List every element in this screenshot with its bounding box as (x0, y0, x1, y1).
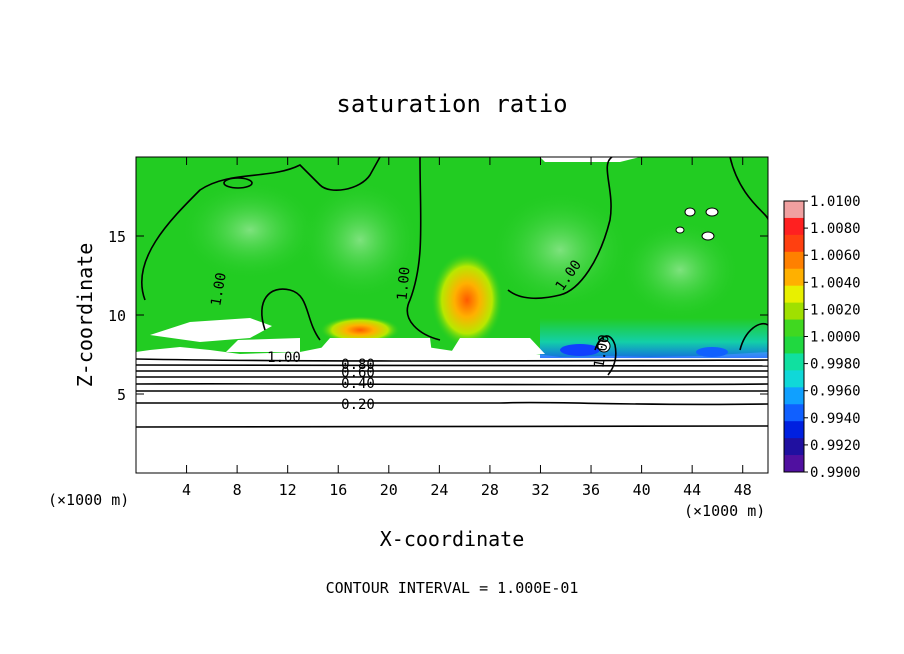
y-tick-label: 5 (117, 386, 126, 404)
colorbar-tick-label: 1.0020 (810, 302, 861, 318)
chart-title: saturation ratio (336, 90, 567, 118)
colorbar-swatch (784, 319, 804, 337)
x-tick-label: 12 (279, 481, 297, 499)
x-tick-label: 32 (531, 481, 549, 499)
contour-label: 0.60 (341, 365, 375, 381)
colorbar-tick-label: 0.9980 (810, 357, 861, 373)
colorbar-swatch (784, 217, 804, 236)
warm-core (320, 316, 400, 344)
cool-core (560, 344, 600, 356)
colorbar-swatch (784, 370, 804, 388)
y-axis-label: Z-coordinate (73, 243, 97, 388)
x-tick-label: 20 (380, 481, 398, 499)
y-axis: 5 10 15 (108, 228, 768, 404)
contour-label: 1.00 (208, 271, 230, 307)
colorbar-swatch (784, 285, 804, 304)
light-patch (300, 180, 420, 300)
x-unit-left: (×1000 m) (48, 491, 129, 509)
colorbar-tick-label: 0.9960 (810, 384, 861, 400)
contour-interval: CONTOUR INTERVAL = 1.000E-01 (326, 579, 579, 597)
colorbar-swatch (784, 438, 804, 456)
warm-core (431, 252, 503, 348)
colorbar-swatch (784, 268, 804, 287)
top-pocket (540, 157, 640, 162)
colorbar-tick-label: 0.9900 (810, 465, 861, 481)
unsaturated-pocket (226, 338, 300, 352)
colorbar-tick-label: 1.0060 (810, 248, 861, 264)
colorbar-swatch (784, 251, 804, 270)
unsaturated-pocket (150, 318, 272, 342)
y-tick-label: 15 (108, 228, 126, 246)
colorbar-tick-label: 0.9940 (810, 411, 861, 427)
x-tick-label: 24 (430, 481, 448, 499)
x-tick-label: 16 (329, 481, 347, 499)
x-tick-label: 36 (582, 481, 600, 499)
contour-label: 0.80 (341, 357, 375, 373)
unsaturated-pocket (316, 338, 432, 354)
contour-lines (136, 157, 768, 428)
x-tick-label: 40 (633, 481, 651, 499)
colorbar-swatch (784, 387, 804, 405)
x-tick-label: 48 (734, 481, 752, 499)
x-tick-label: 8 (233, 481, 242, 499)
plot-area (136, 157, 768, 473)
x-axis: 4 8 12 16 20 24 28 32 36 40 44 48 (182, 157, 752, 499)
x-tick-label: 28 (481, 481, 499, 499)
colorbar-tick-label: 0.9920 (810, 438, 861, 454)
contour-labels: 1.00 1.00 1.00 1.00 1.00 0.80 0.60 0.40 … (208, 257, 613, 413)
contour-label: 1.00 (591, 333, 613, 369)
x-unit-right: (×1000 m) (684, 502, 765, 520)
x-tick-label: 4 (182, 481, 191, 499)
contour-label: 0.20 (341, 397, 375, 413)
colorbar-swatch (784, 455, 804, 473)
colorbar: 1.0100 1.0080 1.0060 1.0040 1.0020 1.0000 0.99… (783, 194, 861, 481)
x-tick-label: 44 (683, 481, 701, 499)
unsaturated-pocket (450, 338, 545, 354)
contour-label: 1.00 (395, 266, 414, 301)
contour-label: 0.40 (341, 376, 375, 392)
colorbar-tick-label: 1.0000 (810, 330, 861, 346)
cool-core (696, 347, 728, 357)
light-patch (180, 180, 320, 280)
light-patch (490, 190, 630, 310)
cloud-fragment (597, 207, 719, 353)
colorbar-tick-label: 1.0100 (810, 194, 861, 210)
contour-label: 1.00 (267, 350, 301, 366)
colorbar-tick-label: 1.0080 (810, 221, 861, 237)
y-tick-label: 10 (108, 307, 126, 325)
colorbar-swatch (784, 234, 804, 253)
x-axis-label: X-coordinate (380, 527, 525, 551)
colorbar-swatch (784, 404, 804, 422)
colorbar-swatch (784, 421, 804, 439)
light-patch (620, 220, 740, 320)
colorbar-swatch (784, 353, 804, 371)
colorbar-swatch (784, 302, 804, 321)
colorbar-swatch (784, 336, 804, 354)
colorbar-swatch (784, 201, 804, 219)
colorbar-tick-label: 1.0040 (810, 275, 861, 291)
